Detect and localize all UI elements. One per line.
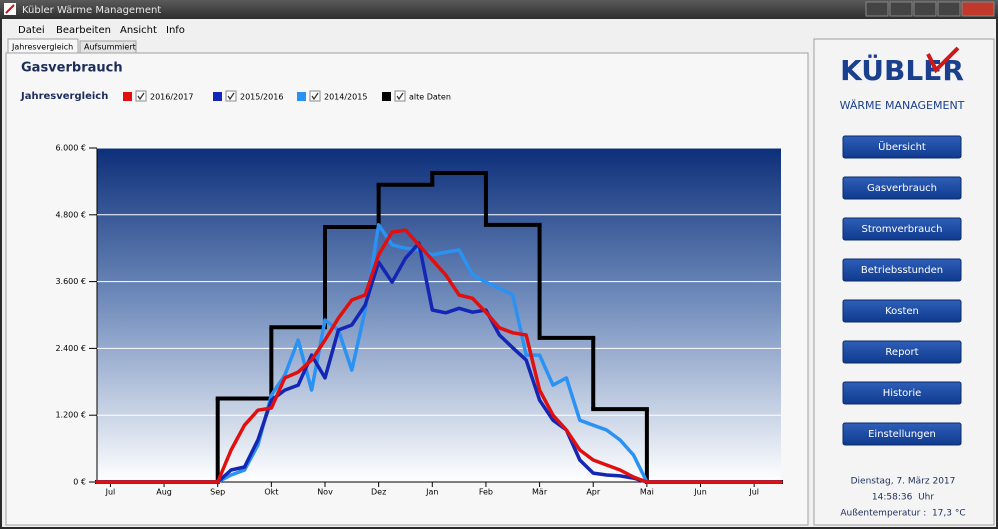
nav-button[interactable] (842, 422, 962, 446)
nav-button-label[interactable]: Einstellungen (868, 429, 936, 440)
x-tick-label: Feb (479, 488, 493, 497)
menu-item[interactable]: Datei (18, 25, 45, 36)
series-line (95, 223, 783, 484)
window-button-maximize[interactable] (913, 1, 937, 17)
nav-button[interactable] (842, 176, 962, 200)
nav-button-label[interactable]: Übersicht (878, 140, 926, 153)
heading: Gasverbrauch (21, 61, 123, 76)
x-tick-label: Dez (371, 488, 386, 497)
y-tick-label: 1.200 € (55, 411, 86, 420)
legend-checkmark (137, 92, 145, 101)
x-tick-label: Jul (748, 488, 759, 497)
tab[interactable] (7, 38, 79, 54)
x-tick-label: Mär (532, 488, 548, 497)
time: 14:58:36 Uhr (872, 493, 934, 503)
nav-button[interactable] (842, 299, 962, 323)
y-tick-label: 6.000 € (55, 144, 86, 153)
nav-button[interactable] (842, 258, 962, 282)
y-tick-label: 4.800 € (55, 210, 86, 219)
window-button-close[interactable] (961, 1, 995, 17)
y-tick-label: 2.400 € (55, 344, 86, 353)
legend-label: alte Daten (409, 93, 451, 102)
window-button-restore[interactable] (937, 1, 961, 17)
nav-button-label[interactable]: Kosten (885, 306, 919, 317)
nav-button[interactable] (842, 135, 962, 159)
x-tick-label: Okt (264, 488, 278, 497)
outside-temperature: Außentemperatur : 17,3 °C (840, 509, 965, 519)
legend-label: 2014/2015 (324, 93, 367, 102)
x-tick-label: Apr (586, 488, 601, 497)
x-tick-label: Aug (156, 488, 172, 497)
nav-button[interactable] (842, 217, 962, 241)
legend-checkmark (227, 92, 235, 101)
y-tick-label: 3.600 € (55, 277, 86, 286)
nav-button-label[interactable]: Report (885, 347, 918, 358)
tab-label[interactable]: Aufsummiert (84, 43, 136, 52)
logo-subtitle: WÄRME MANAGEMENT (840, 99, 965, 112)
nav-button-label[interactable]: Gasverbrauch (867, 183, 937, 194)
x-tick-label: Jul (105, 488, 116, 497)
tab[interactable] (79, 40, 137, 54)
nav-button-label[interactable]: Betriebsstunden (861, 265, 943, 276)
window-button-help[interactable] (865, 1, 889, 17)
legend-checkbox[interactable] (135, 90, 147, 102)
x-tick-label: Mai (640, 488, 654, 497)
nav-button-label[interactable]: Historie (883, 388, 922, 399)
legend-checkbox[interactable] (309, 90, 321, 102)
logo-check (926, 46, 960, 74)
window-button-minimize[interactable] (889, 1, 913, 17)
series-line (95, 228, 783, 484)
x-tick-label: Jun (693, 488, 707, 497)
legend-checkbox[interactable] (394, 90, 406, 102)
legend-checkmark (311, 92, 319, 101)
title-bar (0, 0, 998, 19)
tab-label[interactable]: Jahresvergleich (11, 43, 73, 52)
menu-item[interactable]: Ansicht (120, 25, 157, 36)
legend-swatch (297, 92, 306, 101)
nav-button[interactable] (842, 340, 962, 364)
legend-title: Jahresvergleich (20, 91, 108, 102)
legend-swatch (382, 92, 391, 101)
legend-swatch (123, 92, 132, 101)
nav-button[interactable] (842, 381, 962, 405)
legend-swatch (213, 92, 222, 101)
menu-item[interactable]: Bearbeiten (56, 25, 111, 36)
legend-label: 2015/2016 (240, 93, 283, 102)
menu-item[interactable]: Info (166, 25, 185, 36)
nav-button-label[interactable]: Stromverbrauch (862, 224, 943, 235)
logo: KÜBLER (840, 53, 964, 87)
app-icon-mark (5, 4, 15, 14)
x-tick-label: Nov (317, 488, 333, 497)
window-title: Kübler Wärme Management (22, 5, 161, 16)
date: Dienstag, 7. März 2017 (851, 477, 956, 487)
legend-label: 2016/2017 (150, 93, 193, 102)
x-tick-label: Jan (425, 488, 438, 497)
x-tick-label: Sep (210, 488, 225, 497)
y-tick-label: 0 € (73, 478, 86, 487)
plot-area (97, 148, 781, 482)
legend-checkbox[interactable] (225, 90, 237, 102)
legend-checkmark (396, 92, 404, 101)
series-line (95, 241, 783, 484)
